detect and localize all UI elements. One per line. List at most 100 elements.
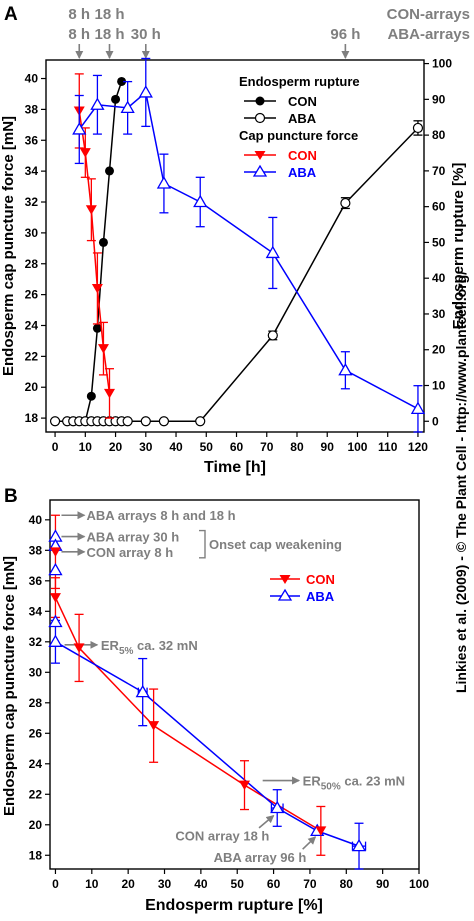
x-tick-label-a: 0: [52, 440, 59, 454]
legend-con-rupture-marker: [255, 96, 265, 106]
y-axis-left-label-a: Endosperm cap puncture force [mN]: [0, 116, 17, 376]
er5-annotation: ER5% ca. 32 mN: [101, 638, 198, 657]
y-tick-label-b: 34: [29, 604, 43, 618]
legend-aba-force-label: ABA: [288, 165, 317, 180]
x-tick-label-b: 10: [85, 877, 99, 891]
onset-bracket: [199, 529, 206, 559]
b-con-point: [73, 643, 85, 653]
er50-annotation: ER50% ca. 23 mN: [303, 774, 405, 793]
top-annotation-aba: 30 h: [131, 26, 161, 43]
a-endosperm-rupture-con-line: [55, 81, 123, 423]
y-left-tick-label-a: 18: [25, 411, 39, 425]
x-tick-label-a: 110: [378, 440, 398, 454]
x-tick-label-b: 80: [340, 877, 354, 891]
y-tick-label-b: 38: [29, 543, 43, 557]
y-axis-right-a: 0 10 20 30 40 50 60 70 80 90 100: [424, 57, 452, 428]
y-tick-label-b: 36: [29, 574, 43, 588]
plot-area-a: [45, 59, 425, 433]
legend-a: Endosperm rupture CON ABA Cap puncture f…: [239, 74, 360, 180]
top-annotation-aba: 18 h: [94, 26, 124, 43]
y-axis-b: 18 20 22 24 26 28 30 32 34 36 38 40: [29, 513, 50, 862]
a-cap-puncture-force-con-point: [104, 388, 116, 399]
y-tick-label-b: 24: [29, 757, 43, 771]
b-con-point: [49, 593, 61, 603]
panel-a: A 8 h 8 h18 h 18 h 30 h 96 h CON-arrays ABA-…: [0, 4, 470, 476]
a-endosperm-rupture-con-point: [105, 166, 115, 176]
a-endosperm-rupture-con-point: [117, 76, 127, 86]
series-b: [48, 514, 367, 870]
b-con-point: [148, 721, 160, 731]
b-aba-point: [48, 562, 63, 576]
x-tick-label-a: 50: [200, 440, 214, 454]
b-con-point: [315, 826, 327, 836]
a-cap-puncture-force-con-point: [91, 283, 103, 294]
aba-96-arrow: [302, 836, 317, 850]
y-right-tick-label-a: 40: [432, 271, 446, 285]
a-endosperm-rupture-aba-point: [49, 416, 61, 427]
y-axis-left-a: 18 20 22 24 26 28 30 32 34 36 38 40: [25, 72, 46, 425]
a-endosperm-rupture-aba-point: [340, 197, 351, 209]
x-tick-label-b: 100: [409, 877, 429, 891]
a-cap-puncture-force-con-point: [79, 148, 91, 158]
legend-con-force-label: CON: [288, 148, 317, 163]
a-endosperm-rupture-aba-point: [140, 416, 151, 427]
a-endosperm-rupture-aba-point: [158, 416, 170, 427]
x-tick-label-a: 90: [321, 440, 335, 454]
y-left-tick-label-a: 38: [25, 102, 39, 116]
y-right-tick-label-a: 90: [432, 92, 446, 106]
x-tick-label-a: 10: [79, 440, 93, 454]
y-left-tick-label-a: 34: [25, 164, 39, 178]
x-tick-label-b: 90: [376, 877, 390, 891]
y-tick-label-b: 22: [29, 787, 43, 801]
aba-arrays-annotation: ABA arrays 8 h and 18 h: [86, 508, 235, 523]
x-tick-label-b: 50: [231, 877, 245, 891]
a-cap-puncture-force-con-point: [97, 344, 109, 354]
x-axis-label-b: Endosperm rupture [%]: [145, 897, 323, 914]
top-annotation-aba: 96 h: [330, 26, 360, 43]
x-tick-label-a: 30: [139, 440, 153, 454]
a-cap-puncture-force-aba-point: [156, 176, 172, 189]
top-annotation-con: 18 h: [94, 6, 124, 23]
y-right-tick-label-a: 20: [432, 343, 446, 357]
a-cap-puncture-force-aba-point: [72, 122, 87, 135]
b-aba-point: [48, 614, 63, 628]
legend-b-aba-label: ABA: [306, 589, 335, 604]
credit-line: Linkies et al. (2009) - © The Plant Cell…: [453, 271, 469, 693]
legend-b-con-marker: [279, 575, 291, 584]
legend-group2-title: Cap puncture force: [239, 128, 358, 143]
con-18-annotation: CON array 18 h: [175, 828, 269, 843]
a-cap-puncture-force-aba-point: [90, 97, 105, 110]
a-endosperm-rupture-aba-point: [267, 330, 278, 341]
b-aba-point: [351, 838, 367, 852]
x-tick-label-b: 60: [267, 877, 281, 891]
aba-arrays-label: ABA-arrays: [387, 26, 470, 43]
y-left-tick-label-a: 36: [25, 133, 39, 147]
a-cap-puncture-force-aba-point: [138, 85, 153, 98]
y-left-tick-label-a: 20: [25, 380, 39, 394]
b-con-point: [238, 780, 250, 791]
b-aba-point: [48, 634, 63, 647]
x-tick-label-b: 30: [158, 877, 172, 891]
y-axis-right-label-a: Endosperm rupture [%]: [450, 163, 467, 330]
aba-30-annotation: ABA array 30 h: [86, 530, 179, 545]
top-annotation-aba: 8 h: [68, 26, 90, 43]
y-tick-label-b: 40: [29, 513, 43, 527]
y-right-tick-label-a: 100: [432, 57, 452, 71]
top-annotation-con: 8 h: [68, 6, 90, 23]
x-axis-b: 0 10 20 30 40 50 60 70 80 90 100: [52, 869, 429, 891]
b-aba-line: [55, 641, 360, 847]
panel-b-letter: B: [4, 486, 18, 507]
y-tick-label-b: 18: [29, 848, 43, 862]
y-right-tick-label-a: 10: [432, 379, 446, 393]
x-tick-label-a: 120: [408, 440, 428, 454]
a-endosperm-rupture-aba-point: [412, 122, 424, 134]
x-tick-label-a: 70: [260, 440, 274, 454]
legend-aba-rupture-marker: [254, 112, 266, 124]
panel-a-letter: A: [4, 4, 18, 25]
x-tick-label-a: 80: [290, 440, 304, 454]
x-axis-a: 0 10 20 30 40 50 60 70 80 90 100 110 120: [52, 432, 428, 454]
con-18-arrow: [258, 814, 275, 829]
con-arrays-label: CON-arrays: [387, 6, 470, 23]
y-right-tick-label-a: 50: [432, 235, 446, 249]
